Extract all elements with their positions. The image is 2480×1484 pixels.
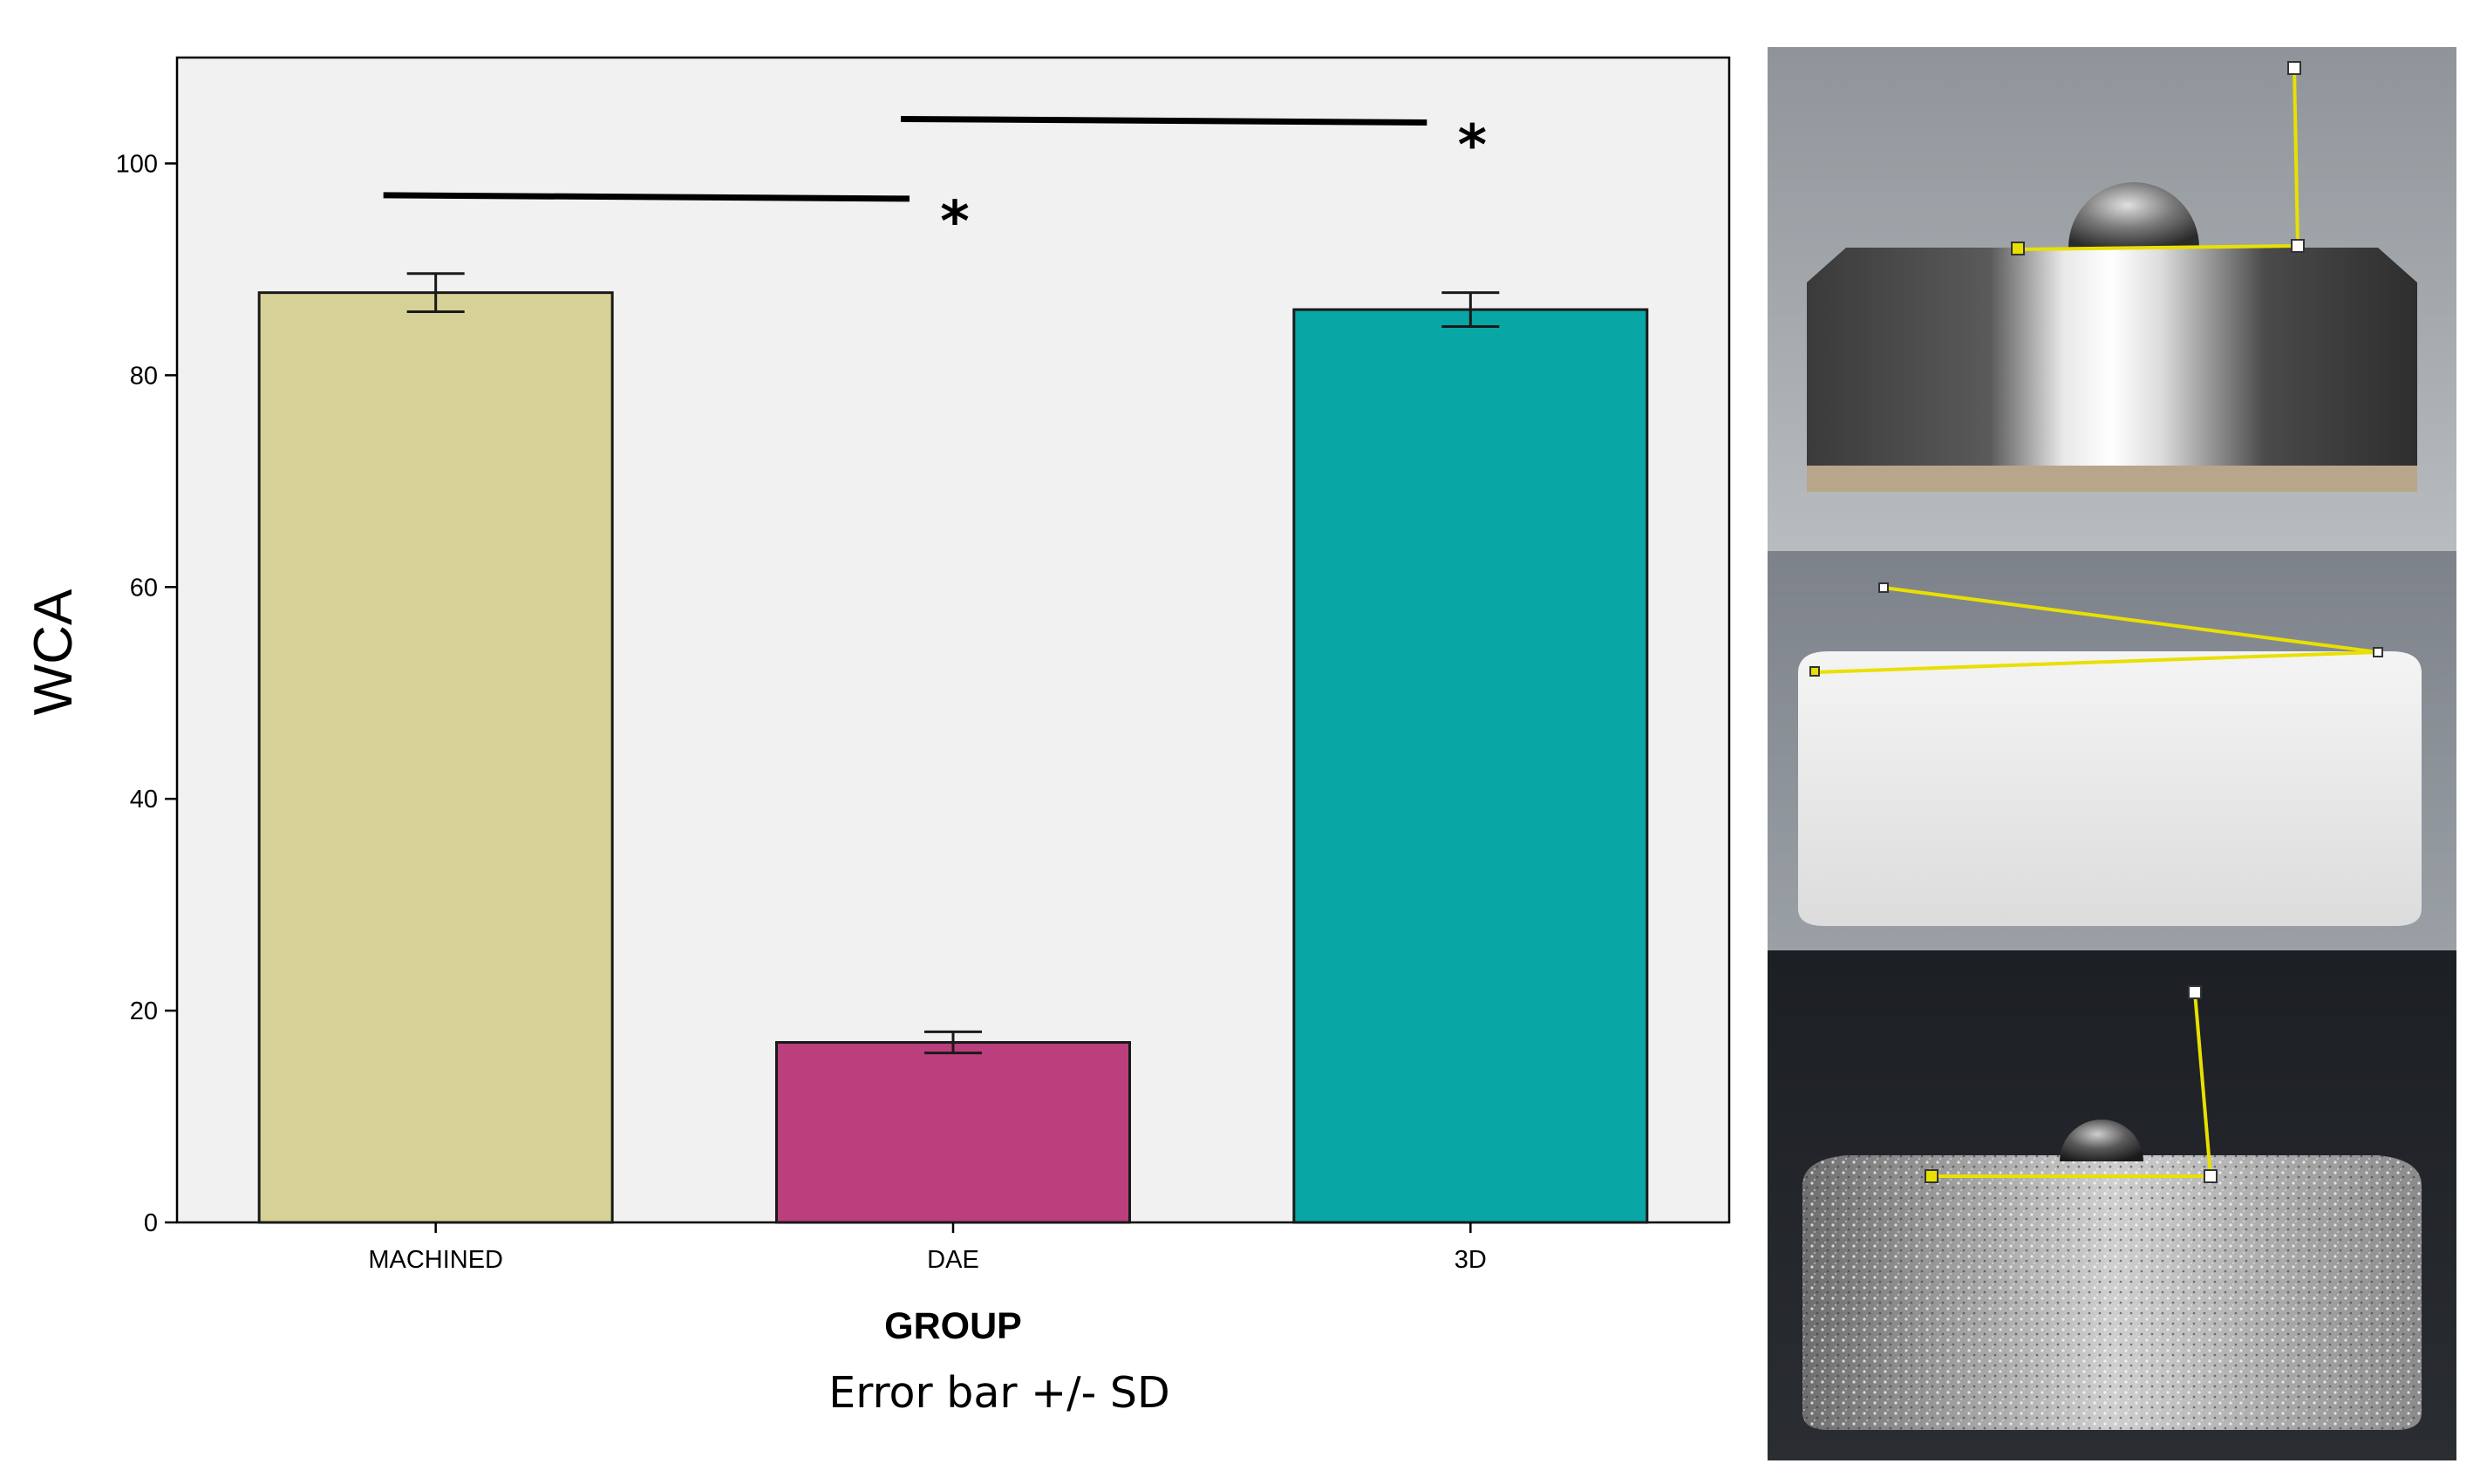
- error-bar-dae: [924, 1030, 982, 1055]
- y-tick-label: 20: [130, 997, 158, 1025]
- error-bar-machined: [406, 272, 465, 313]
- y-axis-label: WCA: [24, 589, 84, 715]
- x-tick-label: MACHINED: [368, 1246, 503, 1274]
- significance-line-2: [900, 115, 1427, 126]
- error-bar-3d: [1441, 291, 1500, 328]
- machined-droplet-photo: [1768, 47, 2456, 551]
- significance-line-1: [383, 192, 910, 202]
- bar-machined: [257, 291, 614, 1224]
- y-tick-label: 100: [116, 150, 158, 178]
- 3d-droplet-photo: [1768, 950, 2456, 1460]
- error-bar-note: Error bar +/- SD: [828, 1368, 1170, 1418]
- bar-3d: [1292, 308, 1649, 1224]
- significance-star-1: *: [940, 190, 969, 255]
- y-tick-label: 0: [144, 1209, 158, 1237]
- significance-star-2: *: [1458, 113, 1487, 178]
- x-tick-label: DAE: [927, 1246, 979, 1274]
- x-axis-label: GROUP: [884, 1305, 1022, 1347]
- y-tick-label: 60: [130, 574, 158, 602]
- bar-dae: [775, 1041, 1131, 1224]
- dae-droplet-photo: [1768, 551, 2456, 950]
- y-tick-label: 40: [130, 786, 158, 813]
- y-tick-label: 80: [130, 362, 158, 390]
- x-tick-label: 3D: [1455, 1246, 1487, 1274]
